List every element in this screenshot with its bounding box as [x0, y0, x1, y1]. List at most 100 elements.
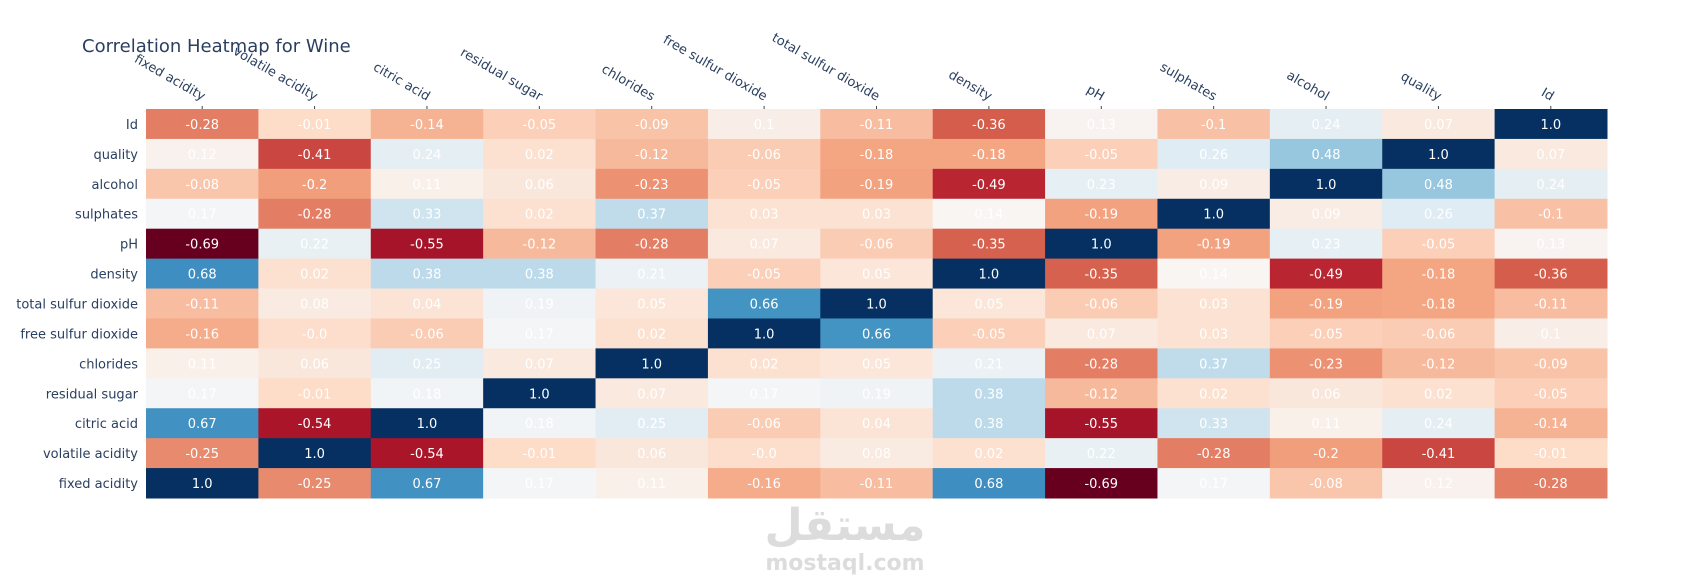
cell-value-label: 0.25 — [412, 357, 441, 372]
cell-ph-volatile-acidity — [258, 228, 372, 260]
cell-residual-sugar-ph — [1045, 378, 1158, 409]
cell-residual-sugar-quality — [1382, 378, 1496, 409]
cell-chlorides-fixed-acidity — [146, 348, 259, 379]
cell-value-label: -0.11 — [1534, 298, 1568, 313]
cell-volatile-acidity-alcohol — [1269, 438, 1383, 469]
cell-alcohol-ph — [1045, 168, 1158, 200]
cell-value-label: -0.05 — [523, 118, 557, 133]
cell-value-label: 0.24 — [1536, 178, 1565, 193]
cell-density-total-sulfur-dioxide — [820, 258, 934, 290]
cell-value-label: -0.05 — [1534, 387, 1568, 402]
x-tick-label-quality: quality — [1398, 69, 1444, 104]
cell-quality-free-sulfur-dioxide — [707, 138, 821, 170]
cell-free-sulfur-dioxide-volatile-acidity — [258, 318, 372, 349]
cell-value-label: 0.66 — [862, 327, 891, 342]
cell-value-label: -0.28 — [1534, 477, 1568, 492]
cell-volatile-acidity-volatile-acidity — [258, 438, 372, 469]
cell-value-label: 0.68 — [188, 268, 217, 283]
cell-value-label: 0.11 — [637, 477, 666, 492]
cell-value-label: 0.33 — [412, 208, 441, 223]
cell-volatile-acidity-id — [1494, 438, 1608, 469]
cell-value-label: 0.03 — [1199, 327, 1228, 342]
cell-value-label: 0.25 — [637, 417, 666, 432]
cell-value-label: 0.08 — [862, 447, 891, 462]
cell-alcohol-residual-sugar — [483, 168, 597, 200]
cell-id-volatile-acidity — [258, 109, 372, 140]
cell-volatile-acidity-citric-acid — [370, 438, 484, 469]
cell-value-label: -0.11 — [860, 477, 894, 492]
cell-value-label: 1.0 — [529, 387, 550, 402]
cell-chlorides-id — [1494, 348, 1608, 379]
cell-value-label: -0.12 — [1422, 357, 1456, 372]
cell-value-label: 0.17 — [1199, 477, 1228, 492]
cell-free-sulfur-dioxide-fixed-acidity — [146, 318, 259, 349]
cell-id-chlorides — [595, 109, 709, 140]
cell-value-label: 0.03 — [750, 208, 779, 223]
cell-id-quality — [1382, 109, 1496, 140]
cell-value-label: 0.09 — [1312, 208, 1341, 223]
cell-value-label: 0.13 — [1536, 238, 1565, 253]
cell-value-label: -0.2 — [1313, 447, 1338, 462]
cell-value-label: -0.06 — [410, 327, 444, 342]
cell-fixed-acidity-id — [1494, 468, 1608, 499]
cell-value-label: 0.26 — [1424, 208, 1453, 223]
cell-value-label: -0.09 — [635, 118, 669, 133]
y-tick-label-total-sulfur-dioxide: total sulfur dioxide — [16, 298, 138, 313]
cell-value-label: -0.05 — [972, 327, 1006, 342]
cell-alcohol-volatile-acidity — [258, 168, 372, 200]
cell-citric-acid-residual-sugar — [483, 408, 597, 439]
cell-residual-sugar-residual-sugar — [483, 378, 597, 409]
cell-value-label: 1.0 — [417, 417, 438, 432]
x-tick-label-density: density — [946, 68, 995, 105]
cell-value-label: -0.14 — [1534, 417, 1568, 432]
cell-alcohol-fixed-acidity — [146, 168, 259, 200]
x-tick-label-free-sulfur-dioxide: free sulfur dioxide — [660, 33, 769, 105]
cell-value-label: -0.19 — [860, 178, 894, 193]
cell-volatile-acidity-free-sulfur-dioxide — [707, 438, 821, 469]
cell-ph-sulphates — [1157, 228, 1271, 260]
y-tick-label-quality: quality — [94, 148, 139, 163]
cell-total-sulfur-dioxide-sulphates — [1157, 288, 1271, 319]
cell-volatile-acidity-quality — [1382, 438, 1496, 469]
cell-chlorides-citric-acid — [370, 348, 484, 379]
cell-fixed-acidity-alcohol — [1269, 468, 1383, 499]
cell-alcohol-density — [932, 168, 1046, 200]
cell-value-label: 0.09 — [1199, 178, 1228, 193]
cell-id-sulphates — [1157, 109, 1271, 140]
cell-value-label: -0.54 — [410, 447, 444, 462]
cell-value-label: 0.07 — [1424, 118, 1453, 133]
cell-value-label: 0.12 — [1424, 477, 1453, 492]
cell-value-label: 1.0 — [866, 298, 887, 313]
x-tick-label-id: Id — [1538, 85, 1556, 104]
cell-value-label: 1.0 — [1316, 178, 1337, 193]
cell-id-ph — [1045, 109, 1158, 140]
cell-value-label: 0.17 — [188, 208, 217, 223]
cell-value-label: 0.02 — [1199, 387, 1228, 402]
cell-total-sulfur-dioxide-chlorides — [595, 288, 709, 319]
cell-value-label: 0.18 — [412, 387, 441, 402]
cell-value-label: 0.38 — [525, 268, 554, 283]
cell-residual-sugar-chlorides — [595, 378, 709, 409]
cell-value-label: 0.06 — [1312, 387, 1341, 402]
watermark-latin: mostaql.com — [765, 551, 924, 576]
cell-value-label: -0.23 — [1309, 357, 1343, 372]
cell-value-label: -0.28 — [185, 118, 219, 133]
cell-ph-residual-sugar — [483, 228, 597, 260]
cell-alcohol-id — [1494, 168, 1608, 200]
cell-residual-sugar-fixed-acidity — [146, 378, 259, 409]
cell-value-label: 0.02 — [525, 208, 554, 223]
cell-sulphates-citric-acid — [370, 198, 484, 230]
cell-fixed-acidity-fixed-acidity — [146, 468, 259, 499]
cell-id-total-sulfur-dioxide — [820, 109, 934, 140]
cell-alcohol-total-sulfur-dioxide — [820, 168, 934, 200]
y-tick-label-sulphates: sulphates — [75, 208, 138, 223]
cell-volatile-acidity-total-sulfur-dioxide — [820, 438, 934, 469]
cell-sulphates-alcohol — [1269, 198, 1383, 230]
cell-ph-alcohol — [1269, 228, 1383, 260]
y-tick-label-free-sulfur-dioxide: free sulfur dioxide — [20, 327, 138, 342]
cell-free-sulfur-dioxide-ph — [1045, 318, 1158, 349]
cell-free-sulfur-dioxide-quality — [1382, 318, 1496, 349]
cell-value-label: 0.02 — [750, 357, 779, 372]
cell-value-label: 0.02 — [525, 148, 554, 163]
